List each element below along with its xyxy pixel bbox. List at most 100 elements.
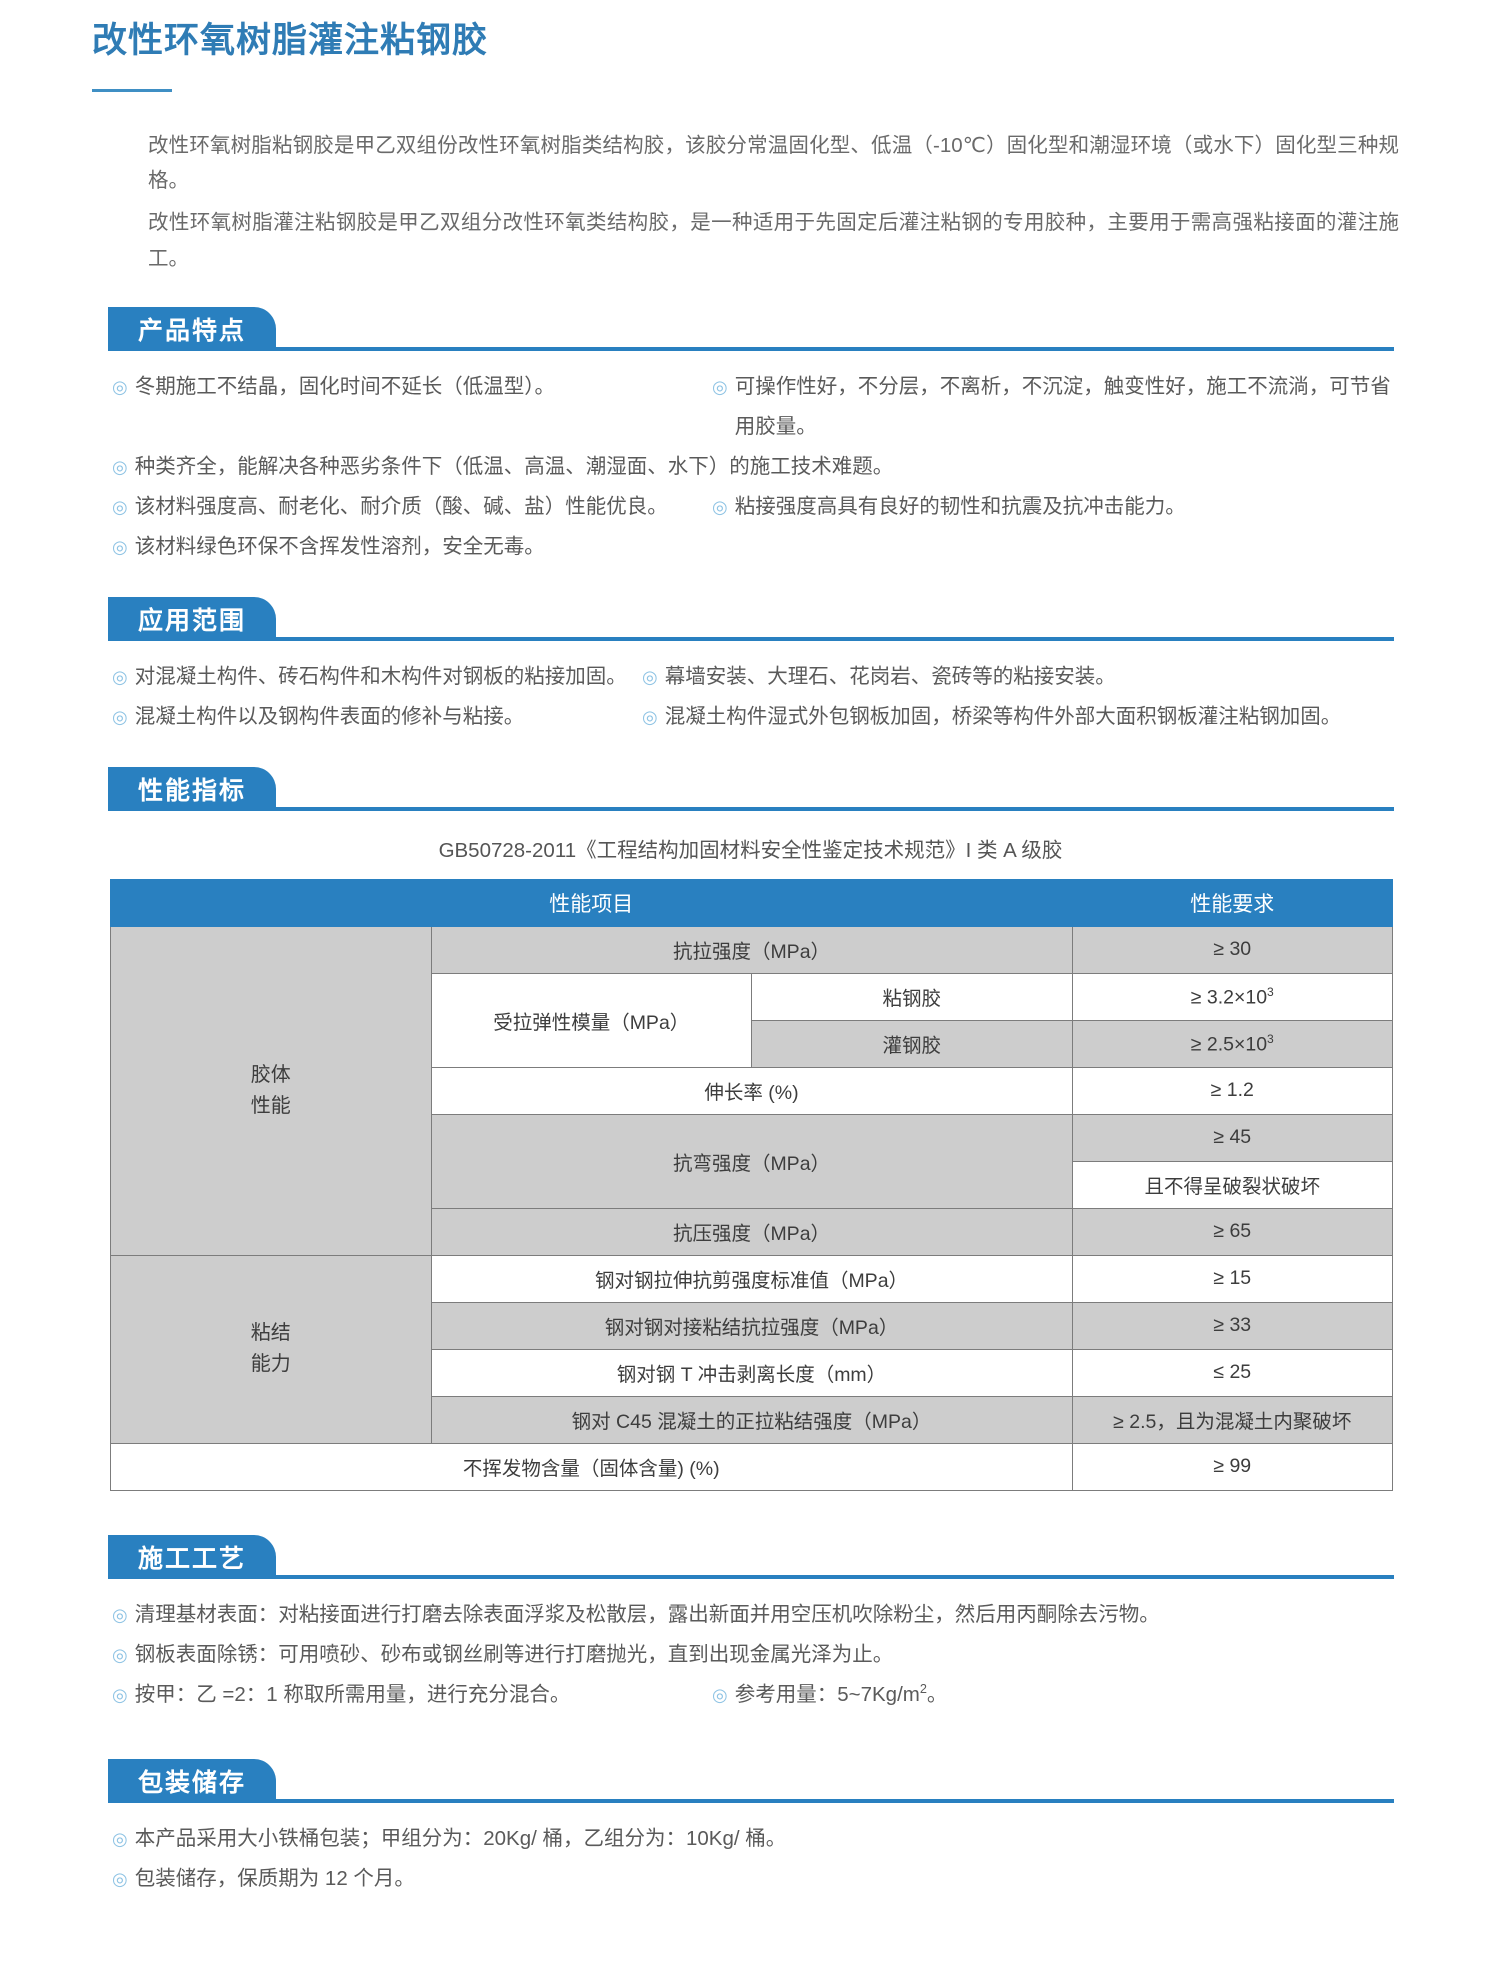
cell-value: ≥ 15	[1071, 1254, 1393, 1303]
cell-value-exponent: 3	[1267, 984, 1274, 999]
bullet-icon: ◎	[642, 666, 658, 687]
spec-table-head: 性能项目 性能要求	[110, 878, 1393, 927]
cell-value: ≥ 30	[1071, 925, 1393, 974]
cell-value: ≥ 45	[1071, 1113, 1393, 1162]
process-bullet-list: ◎ 清理基材表面：对粘接面进行打磨去除表面浮浆及松散层，露出新面并用空压机吹除粉…	[0, 1595, 1503, 1715]
spec-table-caption: GB50728-2011《工程结构加固材料安全性鉴定技术规范》I 类 A 级胶	[438, 838, 1063, 862]
table-row: 受拉弹性模量（MPa） 粘钢胶 ≥ 3.2×103	[111, 972, 1393, 1068]
feature-text: 该材料强度高、耐老化、耐介质（酸、碱、盐）性能优良。	[134, 494, 668, 518]
cell-value-exponent: 3	[1267, 1031, 1274, 1046]
col-header-requirement: 性能要求	[1071, 878, 1393, 927]
table-row: 灌钢胶 ≥ 2.5×103	[111, 1019, 1393, 1068]
bullet-icon: ◎	[712, 1684, 728, 1705]
bullet-icon: ◎	[112, 1828, 128, 1849]
bullet-icon: ◎	[712, 496, 728, 517]
title-underline-rule	[92, 88, 172, 92]
section-header-features: 产品特点	[108, 307, 1394, 351]
col-header-item: 性能项目	[110, 878, 1073, 927]
section-packaging: 包装储存 ◎ 本产品采用大小铁桶包装；甲组分为：20Kg/ 桶，乙组分为：10K…	[0, 1758, 1503, 1899]
section-header-process: 施工工艺	[108, 1534, 1394, 1579]
table-row: 不挥发物含量（固体含量) (%) ≥ 99	[110, 1442, 1393, 1491]
list-item: ◎ 包装储存，保质期为 12 个月。	[112, 1859, 1403, 1899]
section-heading-label: 产品特点	[108, 307, 276, 351]
intro-line-1: 改性环氧树脂粘钢胶是甲乙双组份改性环氧树脂类结构胶，该胶分常温固化型、低温（-1…	[148, 133, 1399, 193]
page-title: 改性环氧树脂灌注粘钢胶	[92, 21, 489, 60]
table-row: 抗弯强度（MPa） ≥ 45	[111, 1113, 1393, 1209]
title-block: 改性环氧树脂灌注粘钢胶	[0, 0, 1503, 92]
packaging-bullet-list: ◎ 本产品采用大小铁桶包装；甲组分为：20Kg/ 桶，乙组分为：10Kg/ 桶。…	[0, 1819, 1503, 1899]
section-header-packaging: 包装储存	[108, 1758, 1394, 1803]
feature-text: 可操作性好，不分层，不离析，不沉淀，触变性好，施工不流淌，可节省用胶量。	[734, 375, 1391, 438]
section-header-bar	[108, 1574, 1394, 1579]
cell-value: ≥ 1.2	[1071, 1066, 1393, 1115]
cell-item: 钢对钢 T 冲击剥离长度（mm）	[430, 1348, 1073, 1397]
spec-table-body: 胶体 性能 抗拉强度（MPa） ≥ 30 受拉弹性模量（MPa） 粘钢胶 ≥ 3…	[110, 925, 1393, 1491]
process-text: 钢板表面除锈：可用喷砂、砂布或钢丝刷等进行打磨抛光，直到出现金属光泽为止。	[134, 1642, 894, 1666]
application-text: 混凝土构件以及钢构件表面的修补与粘接。	[134, 704, 525, 728]
cell-value-base: ≥ 2.5×10	[1190, 1033, 1268, 1056]
cell-value: ≥ 3.2×103	[1071, 972, 1393, 1021]
application-text: 幕墙安装、大理石、花岗岩、瓷砖等的粘接安装。	[664, 664, 1116, 688]
group-label-line2: 能力	[250, 1353, 291, 1376]
section-process: 施工工艺 ◎ 清理基材表面：对粘接面进行打磨去除表面浮浆及松散层，露出新面并用空…	[0, 1534, 1503, 1715]
cell-item: 钢对钢拉伸抗剪强度标准值（MPa）	[430, 1254, 1073, 1303]
cell-value-base: ≥ 3.2×10	[1190, 986, 1268, 1009]
section-header-bar	[108, 806, 1394, 811]
table-row: 且不得呈破裂状破坏	[111, 1160, 1393, 1209]
table-row: 胶体 性能 抗拉强度（MPa） ≥ 30	[110, 925, 1393, 1256]
feature-text: 该材料绿色环保不含挥发性溶剂，安全无毒。	[134, 534, 545, 558]
cell-value: 且不得呈破裂状破坏	[1071, 1160, 1393, 1209]
application-text: 对混凝土构件、砖石构件和木构件对钢板的粘接加固。	[134, 664, 627, 688]
bullet-icon: ◎	[112, 1604, 128, 1625]
section-header-bar	[108, 636, 1394, 641]
application-bullet-list: ◎ 对混凝土构件、砖石构件和木构件对钢板的粘接加固。 ◎ 幕墙安装、大理石、花岗…	[0, 657, 1503, 737]
bullet-icon: ◎	[112, 1868, 128, 1889]
bullet-icon: ◎	[112, 377, 128, 397]
intro-paragraphs: 改性环氧树脂粘钢胶是甲乙双组份改性环氧树脂类结构胶，该胶分常温固化型、低温（-1…	[0, 128, 1503, 278]
cell-value: ≥ 2.5，且为混凝土内聚破坏	[1071, 1395, 1393, 1444]
group-label-line1: 胶体	[250, 1063, 291, 1086]
bullet-icon: ◎	[112, 496, 128, 517]
packaging-text: 包装储存，保质期为 12 个月。	[134, 1866, 415, 1890]
group-label-line1: 粘结	[250, 1322, 291, 1345]
list-item: ◎ 清理基材表面：对粘接面进行打磨去除表面浮浆及松散层，露出新面并用空压机吹除粉…	[112, 1595, 1403, 1635]
list-item: ◎ 对混凝土构件、砖石构件和木构件对钢板的粘接加固。 ◎ 幕墙安装、大理石、花岗…	[112, 657, 1403, 697]
cell-subitem: 粘钢胶	[751, 972, 1073, 1021]
cell-item: 钢对 C45 混凝土的正拉粘结强度（MPa）	[430, 1395, 1073, 1444]
list-item: ◎ 钢板表面除锈：可用喷砂、砂布或钢丝刷等进行打磨抛光，直到出现金属光泽为止。	[112, 1635, 1403, 1675]
bullet-icon: ◎	[112, 1644, 128, 1665]
feature-text: 粘接强度高具有良好的韧性和抗震及抗冲击能力。	[734, 494, 1186, 518]
bullet-icon: ◎	[112, 456, 128, 477]
process-dosage-text: 参考用量：5~7Kg/m2。	[735, 1675, 948, 1715]
cell-item: 不挥发物含量（固体含量) (%)	[110, 1442, 1073, 1491]
bullet-icon: ◎	[112, 706, 128, 727]
features-bullet-list: ◎ 冬期施工不结晶，固化时间不延长（低温型）。 ◎ 可操作性好，不分层，不离析，…	[0, 367, 1503, 567]
table-header-row: 性能项目 性能要求	[110, 878, 1393, 927]
cell-item: 受拉弹性模量（MPa）	[430, 972, 752, 1068]
bullet-icon: ◎	[712, 377, 728, 397]
section-features: 产品特点 ◎ 冬期施工不结晶，固化时间不延长（低温型）。 ◎ 可操作性好，不分层…	[0, 307, 1503, 567]
section-header-performance: 性能指标	[108, 766, 1394, 811]
list-item: ◎ 混凝土构件以及钢构件表面的修补与粘接。 ◎ 混凝土构件湿式外包钢板加固，桥梁…	[112, 697, 1403, 737]
process-text: 按甲：乙 =2：1 称取所需用量，进行充分混合。	[134, 1682, 571, 1706]
row-group-label-glue-body: 胶体 性能	[110, 925, 432, 1256]
cell-item: 钢对钢对接粘结抗拉强度（MPa）	[430, 1301, 1073, 1350]
row-group-label-bond-capacity: 粘结 能力	[110, 1254, 432, 1444]
cell-item: 伸长率 (%)	[430, 1066, 1073, 1115]
bullet-icon: ◎	[112, 666, 128, 687]
section-performance: 性能指标 GB50728-2011《工程结构加固材料安全性鉴定技术规范》I 类 …	[0, 766, 1503, 1491]
cell-value: ≥ 33	[1071, 1301, 1393, 1350]
group-label-line2: 性能	[250, 1094, 291, 1117]
intro-line-2: 改性环氧树脂灌注粘钢胶是甲乙双组分改性环氧类结构胶，是一种适用于先固定后灌注粘钢…	[148, 211, 1399, 271]
section-heading-label: 包装储存	[108, 1758, 276, 1803]
page-tail-spacer	[0, 1899, 1503, 1929]
feature-text: 种类齐全，能解决各种恶劣条件下（低温、高温、潮湿面、水下）的施工技术难题。	[134, 454, 894, 478]
bullet-icon: ◎	[112, 536, 128, 557]
cell-value: ≥ 2.5×103	[1071, 1019, 1393, 1068]
table-row: 钢对钢 T 冲击剥离长度（mm） ≤ 25	[111, 1348, 1393, 1397]
feature-text: 冬期施工不结晶，固化时间不延长（低温型）。	[134, 375, 555, 398]
table-row: 钢对钢对接粘结抗拉强度（MPa） ≥ 33	[111, 1301, 1393, 1350]
bullet-icon: ◎	[112, 1684, 128, 1705]
cell-value: ≤ 25	[1071, 1348, 1393, 1397]
